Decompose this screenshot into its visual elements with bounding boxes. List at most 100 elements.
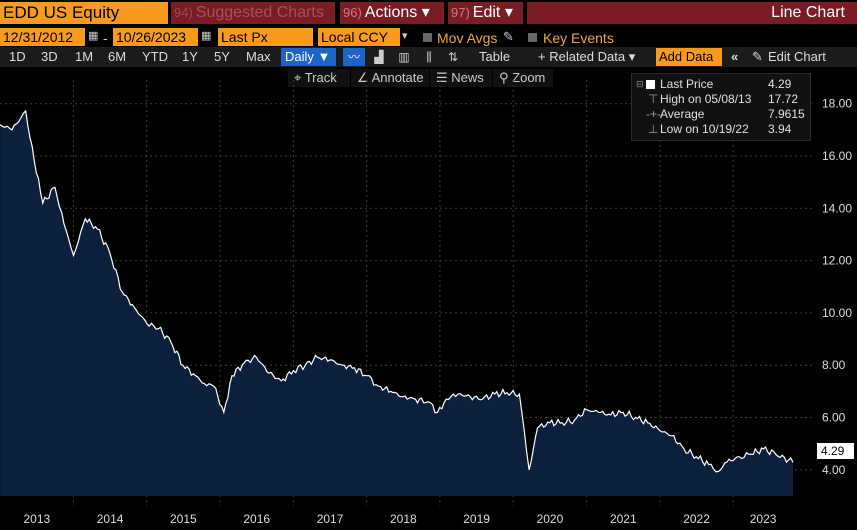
edit-label: Edit bbox=[472, 4, 501, 21]
candle-chart-icon[interactable]: ⫼ bbox=[426, 50, 432, 64]
y-axis: 18.00 16.00 14.00 12.00 10.00 8.00 6.00 4.00 bbox=[822, 97, 852, 477]
high-marker-icon: ⊤ bbox=[648, 92, 659, 106]
x-tick-label: 2023 bbox=[750, 512, 777, 526]
range-max[interactable]: Max bbox=[246, 49, 271, 64]
y-tick-label: 10.00 bbox=[822, 306, 852, 320]
legend-label: Last Price bbox=[660, 77, 714, 91]
sort-icon[interactable]: ⇅ bbox=[447, 50, 459, 64]
y-tick-label: 14.00 bbox=[822, 201, 852, 215]
range-6m[interactable]: 6M bbox=[108, 49, 127, 64]
chart-type-title: Line Chart bbox=[527, 2, 857, 24]
start-date-field[interactable]: 12/31/2012 bbox=[0, 28, 85, 46]
x-tick-label: 2021 bbox=[610, 512, 637, 526]
key-events-label: Key Events bbox=[543, 30, 614, 46]
legend-average: -+- Average 7.9615 bbox=[632, 107, 812, 122]
series-swatch bbox=[646, 80, 655, 89]
mov-avgs-label: Mov Avgs bbox=[437, 30, 498, 46]
add-data-button[interactable]: Add Data bbox=[656, 48, 722, 66]
y-tick-label: 12.00 bbox=[822, 254, 852, 268]
price-area bbox=[0, 111, 793, 496]
range-3d[interactable]: 3D bbox=[41, 49, 58, 64]
average-marker-icon: -+- bbox=[646, 107, 661, 121]
actions-menu[interactable]: 96) Actions ▾ bbox=[340, 2, 444, 24]
zoom-label: Zoom bbox=[512, 70, 546, 85]
x-tick-label: 2016 bbox=[243, 512, 270, 526]
frequency-select[interactable]: Daily ▼ bbox=[281, 48, 336, 66]
range-1d[interactable]: 1D bbox=[9, 49, 26, 64]
line-chart-icon[interactable]: 〰 bbox=[343, 48, 365, 66]
legend-value: 7.9615 bbox=[768, 107, 805, 121]
end-date-field[interactable]: 10/26/2023 bbox=[113, 28, 198, 46]
line-tool-icon: ∠ bbox=[357, 70, 369, 85]
collapse-toggle-icon[interactable]: ⊟ bbox=[636, 79, 644, 89]
mountain-chart-icon[interactable]: ▟ bbox=[374, 50, 384, 64]
y-tick-label: 18.00 bbox=[822, 97, 852, 111]
range-5y[interactable]: 5Y bbox=[214, 49, 230, 64]
edit-menu[interactable]: 97) Edit ▾ bbox=[448, 2, 523, 24]
edit-chart-button[interactable]: Edit Chart bbox=[768, 49, 826, 64]
range-1y[interactable]: 1Y bbox=[182, 49, 198, 64]
y-tick-label: 16.00 bbox=[822, 149, 852, 163]
legend-high: ⊤ High on 05/08/13 17.72 bbox=[632, 92, 812, 107]
calendar-icon[interactable]: ▦ bbox=[88, 30, 99, 42]
calendar-icon[interactable]: ▦ bbox=[201, 30, 212, 42]
x-tick-label: 2022 bbox=[683, 512, 710, 526]
table-button[interactable]: Table bbox=[479, 49, 511, 64]
legend-last-price[interactable]: ⊟ Last Price 4.29 bbox=[632, 77, 812, 92]
suggested-label: Suggested Charts bbox=[195, 4, 324, 21]
field-select[interactable]: Last Px bbox=[218, 28, 313, 46]
crosshair-icon: ⌖ bbox=[294, 70, 302, 85]
x-tick-label: 2013 bbox=[23, 512, 50, 526]
y-tick-label: 8.00 bbox=[822, 358, 846, 372]
news-label: News bbox=[451, 70, 484, 85]
legend-low: ⊥ Low on 10/19/22 3.94 bbox=[632, 122, 812, 137]
chevron-down-icon: ▾ bbox=[421, 4, 430, 21]
low-marker-icon: ⊥ bbox=[648, 122, 659, 136]
edit-num: 97) bbox=[451, 5, 470, 20]
actions-num: 96) bbox=[343, 5, 362, 20]
suggested-num: 94) bbox=[174, 5, 193, 20]
x-tick-label: 2019 bbox=[463, 512, 490, 526]
x-tick-label: 2018 bbox=[390, 512, 417, 526]
collapse-icon[interactable]: « bbox=[731, 49, 739, 64]
date-separator: - bbox=[103, 30, 108, 46]
x-tick-label: 2014 bbox=[97, 512, 124, 526]
currency-select[interactable]: Local CCY bbox=[318, 28, 400, 46]
actions-label: Actions bbox=[364, 4, 418, 21]
suggested-charts-button[interactable]: 94) Suggested Charts bbox=[171, 2, 335, 24]
legend-label: Low on 10/19/22 bbox=[660, 122, 749, 136]
x-axis: 2013 2014 2015 2016 2017 2018 2019 2020 2021 2022… bbox=[23, 512, 776, 526]
track-button[interactable]: ⌖ Track bbox=[288, 69, 350, 87]
mov-avgs-checkbox[interactable] bbox=[423, 33, 432, 42]
price-line bbox=[0, 109, 794, 473]
legend-value: 3.94 bbox=[768, 122, 792, 136]
chart-legend: ⊟ Last Price 4.29 ⊤ High on 05/08/13 17.… bbox=[631, 73, 811, 141]
legend-label: Average bbox=[660, 107, 705, 121]
related-data-menu[interactable]: + Related Data ▾ bbox=[538, 49, 636, 64]
ticker-field[interactable]: EDD US Equity bbox=[0, 2, 168, 24]
dropdown-icon[interactable]: ▾ bbox=[402, 30, 408, 42]
zoom-button[interactable]: ⚲ Zoom bbox=[493, 69, 553, 87]
chevron-down-icon: ▾ bbox=[504, 4, 513, 21]
x-tick-label: 2015 bbox=[170, 512, 197, 526]
news-icon: ☰ bbox=[436, 70, 448, 85]
key-events-checkbox[interactable] bbox=[528, 33, 537, 42]
legend-value: 17.72 bbox=[768, 92, 799, 106]
track-label: Track bbox=[304, 70, 337, 85]
range-1m[interactable]: 1M bbox=[75, 49, 94, 64]
annotate-button[interactable]: ∠ Annotate bbox=[351, 69, 429, 87]
pencil-icon[interactable]: ✎ bbox=[752, 49, 763, 64]
pencil-icon[interactable]: ✎ bbox=[503, 29, 514, 44]
x-tick-label: 2017 bbox=[317, 512, 344, 526]
range-ytd[interactable]: YTD bbox=[142, 49, 168, 64]
bar-chart-icon[interactable]: ▥ bbox=[398, 50, 410, 64]
annotate-label: Annotate bbox=[371, 70, 424, 85]
y-tick-label: 6.00 bbox=[822, 411, 846, 425]
magnifier-icon: ⚲ bbox=[499, 70, 509, 85]
news-button[interactable]: ☰ News bbox=[430, 69, 492, 87]
legend-value: 4.29 bbox=[768, 77, 792, 91]
x-tick-label: 2020 bbox=[537, 512, 564, 526]
range-toolbar bbox=[0, 47, 857, 67]
last-price-badge: 4.29 bbox=[817, 443, 854, 459]
